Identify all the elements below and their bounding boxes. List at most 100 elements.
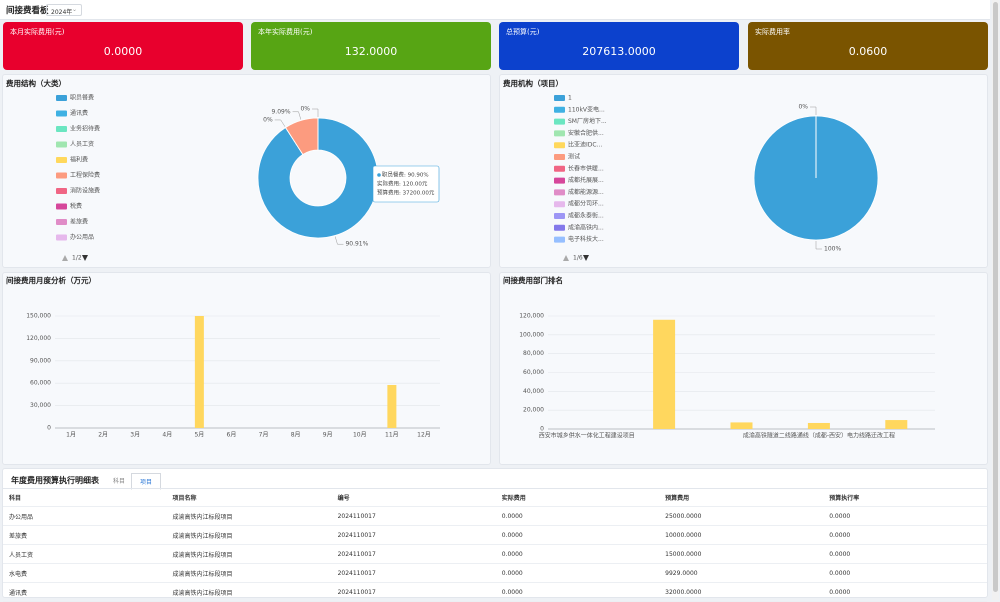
y-tick-label: 60,000 (30, 380, 51, 387)
kpi-label: 总预算(元) (506, 28, 540, 36)
bar (730, 422, 753, 429)
legend-label: 成都托展展... (568, 176, 604, 184)
table-panel: 年度费用预算执行明细表 科目 项目 科目 项目名称 编号 实际费用 预算费用 预算执行率办… (2, 468, 988, 602)
x-tick-label: 4月 (162, 432, 172, 439)
bar (653, 319, 676, 429)
panel-title: 费用结构（大类） (6, 78, 66, 88)
tab[interactable]: 科目 (113, 478, 126, 485)
table-row: 差旅费 成渝高铁内江标段项目 2024110017 0.0000 10000.0000 0… (3, 525, 987, 545)
legend-swatch (56, 141, 67, 148)
table-cell: 成渝高铁内江标段项目 (166, 525, 332, 545)
legend-label: 福利费 (70, 156, 88, 164)
bar (885, 420, 908, 429)
table-row: 水电费 成渝高铁内江标段项目 2024110017 0.0000 9929.0000 0.… (3, 563, 987, 583)
tooltip-box (372, 165, 440, 203)
pager-text: 1/2 (72, 255, 82, 262)
legend-label: SM厂房地下... (568, 117, 607, 125)
legend-label: 安徽合肥供... (568, 129, 604, 137)
column-header: 科目 (3, 488, 167, 507)
kpi-card: 本月实际费用(元) 0.0000 (3, 22, 243, 70)
panel-title: 费用机构（项目） (503, 78, 563, 88)
x-tick-label: 7月 (259, 432, 269, 439)
year-value: 2024年 (51, 9, 73, 16)
table-cell: 15000.0000 (659, 544, 824, 564)
legend-swatch (56, 172, 67, 179)
scrollbar (992, 0, 999, 600)
legend-label: 工程保险费 (70, 171, 100, 179)
x-tick-label: 2月 (98, 432, 108, 439)
x-tick-label: 5月 (194, 432, 204, 439)
table-cell: 成渝高铁内江标段项目 (166, 563, 332, 583)
legend-label: 电子科技大... (568, 235, 604, 243)
tooltip-line: 实际费用: 120.00元 (377, 180, 428, 188)
legend-swatch (56, 157, 67, 163)
label-line (312, 108, 319, 117)
legend-label: 长春市供暖... (568, 164, 604, 172)
legend-swatch (554, 130, 565, 137)
legend-label: 职员餐费 (70, 94, 94, 102)
y-tick-label: 120,000 (519, 313, 544, 320)
legend-label: 税费 (70, 202, 82, 210)
kpi-value: 207613.0000 (582, 45, 656, 58)
kpi-value: 0.0000 (103, 45, 143, 58)
table-row: 办公用品 成渝高铁内江标段项目 2024110017 0.0000 25000.0000… (3, 506, 987, 526)
column-header: 预算执行率 (823, 488, 987, 507)
legend-label: 110kV变电... (568, 105, 605, 113)
table-cell: 水电费 (3, 563, 167, 583)
legend-swatch (56, 203, 67, 210)
legend-label: 成渝高铁内... (568, 223, 604, 231)
legend-label: 成都永泰街... (568, 212, 604, 220)
slice-label: 0% (300, 106, 310, 113)
y-tick-label: 20,000 (523, 407, 544, 414)
legend-swatch (554, 224, 565, 231)
label-line (334, 236, 344, 245)
table-row: 通讯费 成渝高铁内江标段项目 2024110017 0.0000 32000.0000 0… (3, 582, 987, 602)
legend-swatch (554, 118, 565, 125)
legend-swatch (554, 189, 565, 196)
year-select[interactable]: 2024年 ⌄ (46, 4, 82, 16)
slice-label: 0% (263, 116, 273, 123)
x-tick-label: 8月 (291, 432, 301, 439)
legend-swatch (56, 95, 67, 101)
kpi-card: 实际费用率 0.0600 (748, 22, 988, 70)
pager-prev (563, 255, 569, 261)
x-tick-label: 9月 (323, 432, 333, 439)
kpi-label: 实际费用率 (755, 28, 790, 36)
table-cell: 0.0000 (495, 525, 660, 545)
legend-label: 成都能源源... (568, 188, 604, 196)
kpi-card: 本年实际费用(元) 132.0000 (251, 22, 491, 70)
legend-swatch (554, 177, 565, 184)
panel (2, 272, 491, 465)
y-tick-label: 120,000 (26, 335, 51, 342)
table-cell: 办公用品 (3, 506, 167, 526)
header-row: 科目 项目名称 编号 实际费用 预算费用 预算执行率 (3, 488, 987, 507)
legend-label: 业务招待费 (70, 125, 100, 133)
x-tick-label: 成渝高铁隧道二线路通线（成都-西安）电力线路迁改工程 (743, 432, 895, 440)
kpi-value: 132.0000 (344, 45, 398, 58)
legend-swatch (554, 213, 565, 219)
slice-label: 0% (798, 104, 808, 111)
legend-label: 比亚迪IDC... (568, 141, 602, 149)
table-cell: 成渝高铁内江标段项目 (166, 506, 332, 526)
label-line (810, 106, 817, 115)
legend-swatch (56, 234, 67, 241)
legend-swatch (56, 219, 67, 225)
table-cell: 0.0000 (495, 544, 660, 564)
legend-swatch (56, 126, 67, 132)
legend-label: 通讯费 (70, 109, 88, 117)
table-cell: 2024110017 (331, 544, 496, 564)
legend-label: 成都分司环... (568, 200, 604, 208)
slice-label: 100% (824, 246, 841, 253)
x-tick-label: 10月 (353, 432, 367, 439)
table-cell: 10000.0000 (659, 525, 824, 545)
y-tick-label: 0 (540, 426, 544, 433)
label-line (815, 241, 822, 250)
pager-next (82, 255, 88, 261)
panel (499, 272, 988, 465)
bar (807, 422, 830, 429)
legend-swatch (554, 236, 565, 243)
tooltip-line: 职员餐费: 90.90% (382, 171, 429, 179)
x-tick-label: 6月 (227, 432, 237, 439)
